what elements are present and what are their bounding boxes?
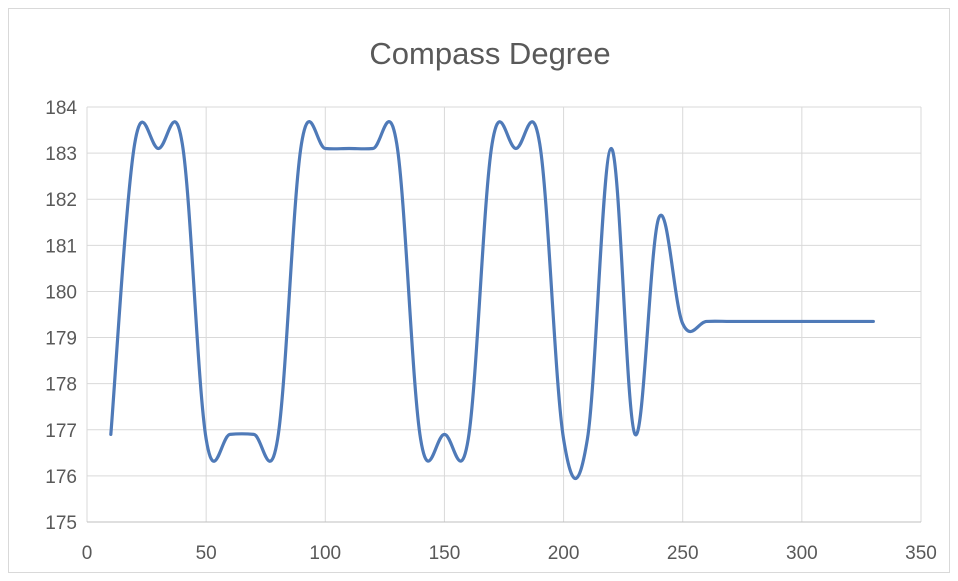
y-tick-label: 183	[45, 144, 77, 165]
x-axis-tick-labels: 0 50 100 150 200 250 300 350	[82, 543, 937, 564]
x-tick-label: 150	[429, 543, 461, 564]
x-tick-label: 350	[905, 543, 937, 564]
gridlines	[86, 106, 922, 522]
x-tick-label: 300	[786, 543, 818, 564]
y-tick-label: 176	[45, 467, 77, 488]
y-axis-tick-labels: 175 176 177 178 179 180 181 182 183 184	[45, 98, 77, 534]
y-tick-label: 184	[45, 98, 77, 119]
y-tick-label: 180	[45, 282, 77, 303]
x-tick-label: 250	[667, 543, 699, 564]
y-tick-label: 178	[45, 375, 77, 396]
x-tick-label: 50	[196, 543, 217, 564]
series-group	[109, 120, 875, 480]
chart-title: Compass Degree	[369, 36, 610, 71]
y-tick-label: 181	[45, 236, 77, 257]
y-tick-label: 177	[45, 421, 77, 442]
y-tick-label: 175	[45, 513, 77, 534]
x-tick-label: 0	[82, 543, 93, 564]
x-tick-label: 200	[548, 543, 580, 564]
series-line-0	[109, 120, 875, 480]
y-tick-label: 182	[45, 190, 77, 211]
x-tick-label: 100	[309, 543, 341, 564]
y-tick-label: 179	[45, 329, 77, 350]
